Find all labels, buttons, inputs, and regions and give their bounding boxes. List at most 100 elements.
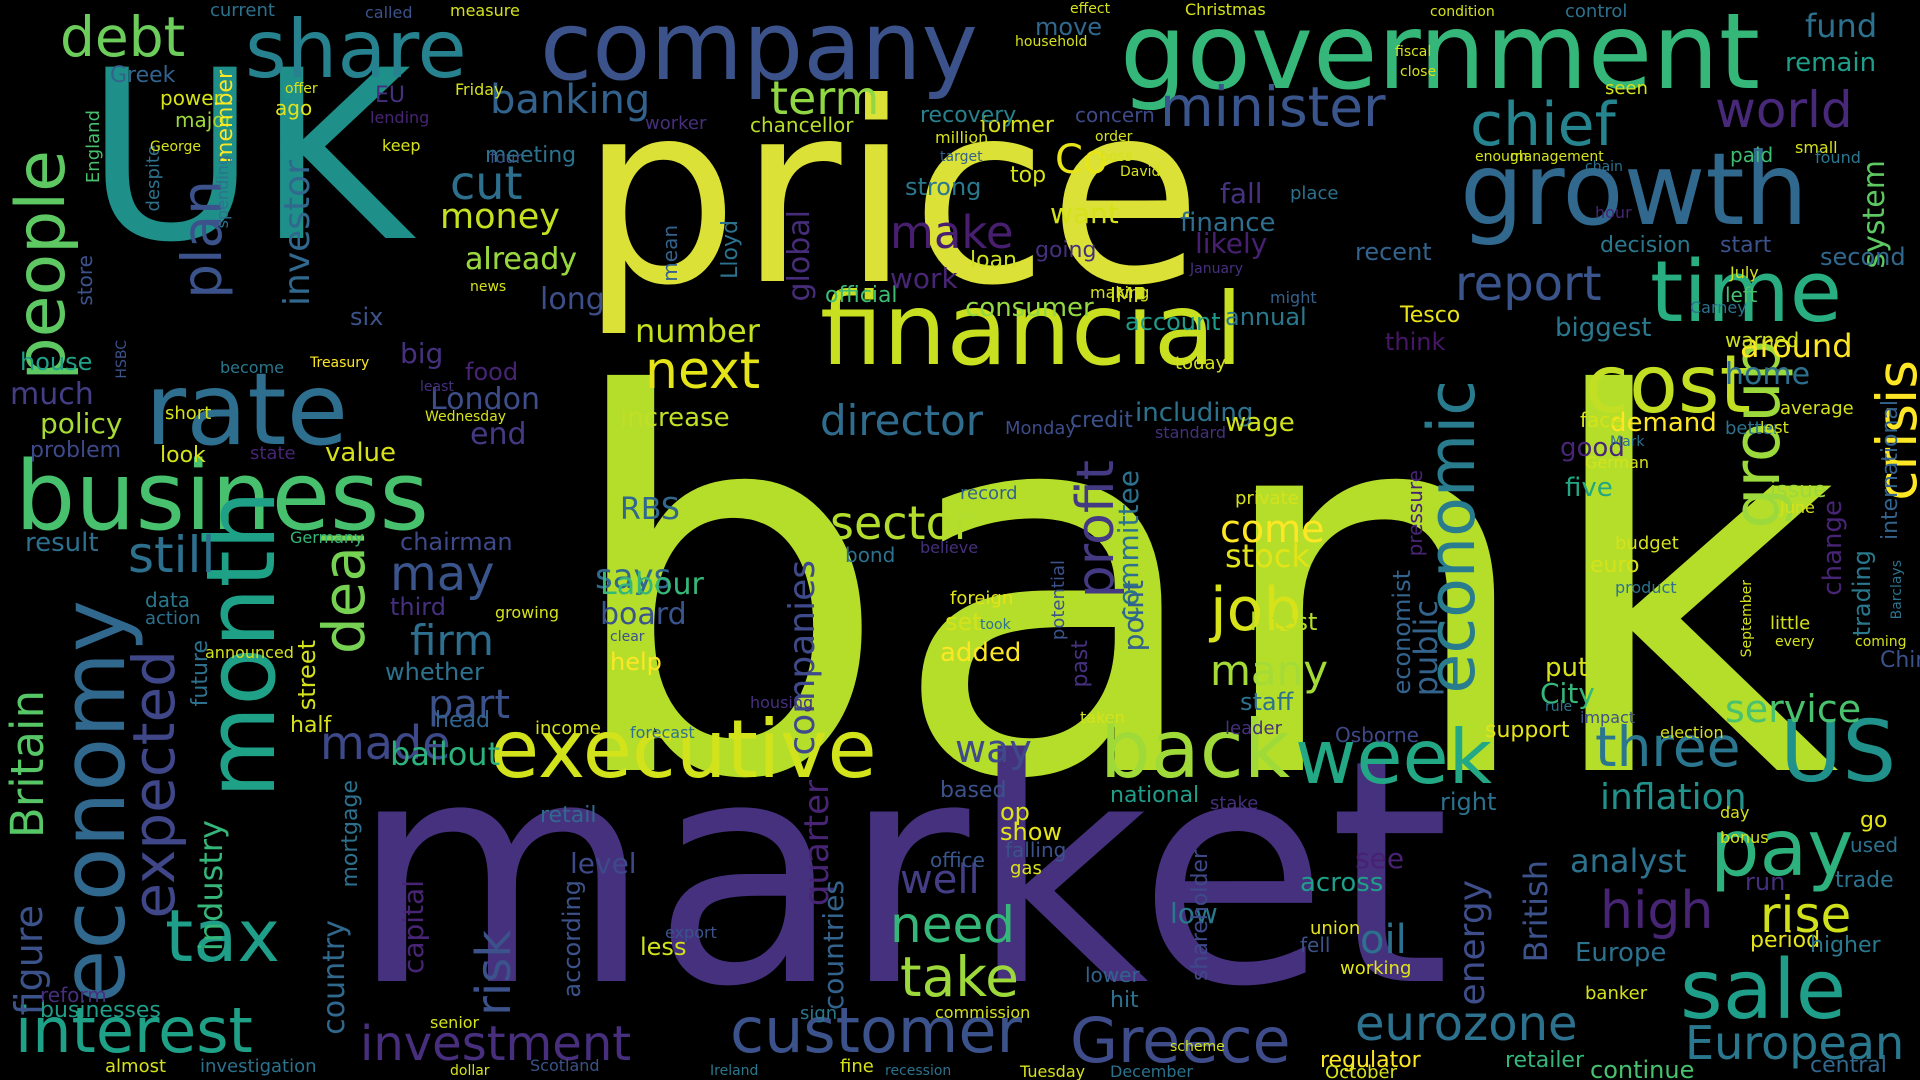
word-see-146: see — [1355, 842, 1405, 875]
word-continue-156: continue — [1590, 1056, 1695, 1080]
word-management-302: management — [1510, 149, 1604, 165]
word-friday-315: Friday — [455, 80, 504, 99]
word-expected-51: expected — [120, 650, 188, 919]
word-taken-261: taken — [1080, 708, 1125, 727]
word-economist-251: economist — [1388, 570, 1416, 695]
word-financial-7: financial — [820, 271, 1243, 388]
word-household-311: household — [1015, 34, 1088, 50]
word-support-130: support — [1485, 718, 1570, 743]
word-including-119: including — [1135, 398, 1254, 428]
word-risk-58: risk — [466, 930, 522, 1016]
word-income-128: income — [535, 718, 601, 739]
word-clear-246: clear — [610, 629, 645, 645]
word-potential-259: potential — [1048, 560, 1069, 641]
word-september-274: September — [1739, 580, 1755, 658]
word-sale-18: sale — [1680, 943, 1847, 1038]
word-already-99: already — [465, 242, 578, 277]
word-come-66: come — [1220, 507, 1325, 551]
word-based-133: based — [940, 778, 1007, 803]
word-left-173: left — [1725, 283, 1758, 307]
word-greek-193: Greek — [110, 63, 176, 88]
word-housing-248: housing — [750, 693, 814, 712]
word-set-245: set — [945, 608, 982, 636]
word-around-81: around — [1740, 327, 1853, 365]
word-scotland-231: Scotland — [530, 1056, 600, 1075]
word-uk-3: UK — [85, 21, 412, 294]
word-union-148: union — [1310, 918, 1361, 939]
word-period-152: period — [1750, 928, 1821, 953]
word-official-114: official — [825, 283, 898, 308]
word-high-53: high — [1600, 881, 1714, 941]
word-october-239: October — [1325, 1062, 1398, 1080]
word-next-29: next — [645, 341, 761, 401]
word-working-150: working — [1340, 958, 1412, 979]
word-scheme-242: scheme — [1170, 1039, 1225, 1055]
word-whether-96: whether — [385, 658, 484, 686]
word-debt-32: debt — [60, 5, 186, 69]
word-fine-235: fine — [840, 1056, 874, 1077]
word-ago-198: ago — [275, 96, 313, 120]
word-pressure-252: pressure — [1403, 470, 1427, 557]
word-still-62: still — [128, 526, 216, 584]
word-banking-31: banking — [490, 77, 651, 123]
word-strong-113: strong — [905, 173, 982, 201]
word-close-305: close — [1400, 64, 1437, 80]
word-office-138: office — [930, 848, 985, 872]
word-want-109: want — [1050, 197, 1119, 230]
word-july-291: July — [1730, 263, 1759, 282]
word-home-80: home — [1725, 357, 1811, 392]
word-trade-282: trade — [1835, 868, 1894, 893]
word-bond-255: bond — [845, 543, 896, 567]
word-british-158: British — [1517, 860, 1555, 963]
word-fiscal-306: fiscal — [1395, 44, 1432, 60]
word-industry-87: industry — [192, 820, 230, 952]
word-top-112: top — [1010, 163, 1047, 188]
word-ireland-234: Ireland — [710, 1063, 759, 1079]
word-international-279: international — [1878, 400, 1903, 541]
word-street-220: street — [293, 640, 321, 711]
word-analyst-84: analyst — [1570, 842, 1687, 880]
word-regulator-154: regulator — [1320, 1048, 1421, 1073]
word-tax-21: tax — [165, 894, 280, 978]
word-german-265: German — [1585, 453, 1650, 472]
word-lower-144: lower — [1085, 963, 1140, 987]
word-stock-67: stock — [1225, 537, 1310, 575]
word-january-312: January — [1190, 261, 1244, 277]
word-day-284: day — [1720, 803, 1750, 822]
word-oil-60: oil — [1360, 917, 1407, 963]
word-called-201: called — [365, 3, 413, 22]
word-keep-197: keep — [382, 136, 421, 155]
word-may-42: may — [390, 546, 495, 602]
word-value-94: value — [325, 438, 397, 468]
word-world-34: world — [1715, 81, 1853, 139]
word-well-57: well — [900, 857, 980, 903]
word-latest-160: latest — [1250, 608, 1318, 636]
word-finance-105: finance — [1180, 208, 1276, 238]
word-action-217: action — [145, 608, 201, 629]
word-better-268: better — [1725, 418, 1781, 439]
word-executive-13: executive — [490, 703, 877, 796]
word-imf-295: IMF — [1110, 283, 1145, 307]
word-four-203: four — [490, 148, 523, 167]
word-interest-24: interest — [15, 994, 253, 1067]
word-move-185: move — [1035, 13, 1103, 41]
word-future-219: future — [188, 640, 213, 707]
word-country-75: country — [317, 920, 352, 1035]
word-biggest-125: biggest — [1555, 313, 1652, 343]
word-sign-241: sign — [800, 1003, 838, 1024]
word-december-238: December — [1110, 1062, 1193, 1080]
word-might-313: might — [1270, 288, 1317, 307]
word-recovery-187: recovery — [920, 103, 1017, 128]
word-retailer-155: retailer — [1505, 1048, 1585, 1073]
word-concern-186: concern — [1075, 103, 1155, 127]
word-big-210: big — [400, 337, 444, 370]
word-three-52: three — [1595, 715, 1741, 779]
word-companies-70: companies — [782, 560, 823, 756]
word-enough-304: enough — [1475, 149, 1528, 165]
word-mortgage-222: mortgage — [338, 780, 363, 888]
word-retail-129: retail — [540, 803, 597, 828]
word-us-19: US — [1780, 703, 1897, 802]
word-look-207: look — [160, 443, 206, 468]
word-point-250: point — [1117, 580, 1150, 652]
